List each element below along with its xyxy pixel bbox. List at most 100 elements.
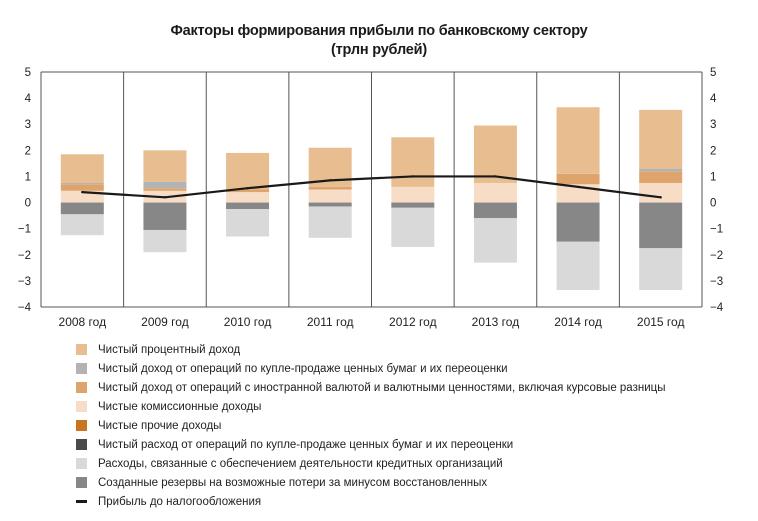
legend-item: Прибыль до налогообложения [76,492,665,511]
legend-swatch [76,401,87,412]
bar-segment [60,202,104,215]
profit-point [411,175,415,178]
chart-legend: Чистый процентный доход Чистый доход от о… [76,340,665,511]
bar-segment [639,168,683,172]
bar-segment [556,241,600,291]
x-tick-label: 2013 год [472,315,520,329]
y-tick-label-right: 5 [710,67,716,79]
bar-segment [639,202,683,249]
bar-segment [473,182,517,203]
bar-segment [308,186,352,190]
x-tick-label: 2008 год [59,315,107,329]
bar-segment [60,190,104,203]
bar-segment [60,214,104,236]
profit-point [494,175,497,178]
legend-swatch [76,439,87,450]
legend-label: Прибыль до налогообложения [98,495,262,508]
legend-label: Чистый расход от операций по купле-прода… [98,438,514,451]
bar-segment [391,207,435,247]
bar-segment [226,202,270,210]
legend-label: Чистые комиссионные доходы [98,400,262,413]
y-tick-label-right: 4 [710,93,717,105]
legend-label: Расходы, связанные с обеспечением деятел… [98,457,503,470]
bar-segment [391,186,435,203]
chart-subtitle: (трлн рублей) [331,42,427,58]
legend-swatch [76,458,87,469]
bar-segment [226,209,270,237]
x-tick-label: 2012 год [389,315,437,329]
y-tick-label-right: 3 [710,119,716,131]
bar-segment [473,218,517,263]
y-tick-label-right: −2 [710,250,723,262]
bar-segment [391,137,435,187]
legend-item: Чистый доход от операций с иностранной в… [76,378,665,397]
bar-segment [60,184,104,191]
legend-swatch [76,382,87,393]
y-tick-label-left: −4 [18,302,32,314]
legend-swatch [76,344,87,355]
bar-segment [143,181,187,189]
legend-swatch [76,363,87,374]
profit-point [163,196,167,199]
y-tick-label-right: −3 [710,276,723,288]
profit-point [328,179,332,182]
y-tick-label-right: 1 [710,171,716,183]
x-tick-label: 2014 год [554,315,602,329]
legend-item: Чистые комиссионные доходы [76,397,665,416]
y-tick-label-left: −2 [18,250,31,262]
legend-item: Чистый процентный доход [76,340,665,359]
legend-item: Чистый доход от операций по купле-продаж… [76,359,665,378]
bar-segment [143,229,187,253]
x-tick-label: 2010 год [224,315,272,329]
y-tick-label-left: 2 [25,145,31,157]
y-tick-label-right: −4 [710,302,724,314]
y-tick-label-left: 5 [25,67,31,79]
x-tick-label: 2015 год [637,315,685,329]
bar-segment [143,202,187,230]
bar-segment [226,152,270,190]
profit-point [81,190,84,194]
bar-segment [391,202,435,208]
bar-segment [226,189,270,193]
bar-segment [308,206,352,238]
bar-segment [473,125,517,183]
y-tick-label-left: −3 [18,276,31,288]
legend-label: Чистый доход от операций по купле-продаж… [98,362,508,375]
bar-segment [308,202,352,207]
legend-item: Чистые прочие доходы [76,416,665,435]
bar-segment [143,150,187,182]
y-tick-label-left: 1 [25,171,31,183]
x-tick-label: 2011 год [307,315,354,329]
bar-segment [556,107,600,174]
bar-segment [60,182,104,185]
legend-item: Расходы, связанные с обеспечением деятел… [76,454,665,473]
profit-point [576,185,580,189]
bar-segment [60,154,104,183]
profit-point [659,196,662,199]
bar-segment [226,192,270,203]
bar-segment [639,109,683,169]
legend-item: Созданные резервы на возможные потери за… [76,473,665,492]
legend-label: Чистый доход от операций с иностранной в… [98,381,666,394]
chart-plot: 5 5 4 4 3 3 2 2 1 1 0 0 −1 −1 −2 −2 −3 −3 −4 −4 2008 год 2009… [18,67,724,329]
y-tick-label-left: 0 [25,198,31,210]
y-tick-label-left: 4 [25,93,32,105]
y-tick-label-right: −1 [710,224,723,236]
x-tick-label: 2009 год [141,315,189,329]
y-tick-label-right: 0 [710,198,716,210]
bar-segment [556,202,600,242]
bar-segment [639,248,683,291]
legend-swatch [76,477,87,488]
bar-segment [556,173,600,185]
legend-label: Чистые прочие доходы [98,419,222,432]
legend-swatch [76,420,87,431]
bar-segment [473,202,517,219]
legend-swatch [76,500,87,503]
y-tick-label-left: −1 [18,224,31,236]
legend-item: Чистый расход от операций по купле-прода… [76,435,665,454]
y-tick-label-left: 3 [25,119,31,131]
y-tick-label-right: 2 [710,145,716,157]
profit-line [82,175,661,199]
profit-point [246,186,249,190]
legend-label: Созданные резервы на возможные потери за… [98,476,488,489]
